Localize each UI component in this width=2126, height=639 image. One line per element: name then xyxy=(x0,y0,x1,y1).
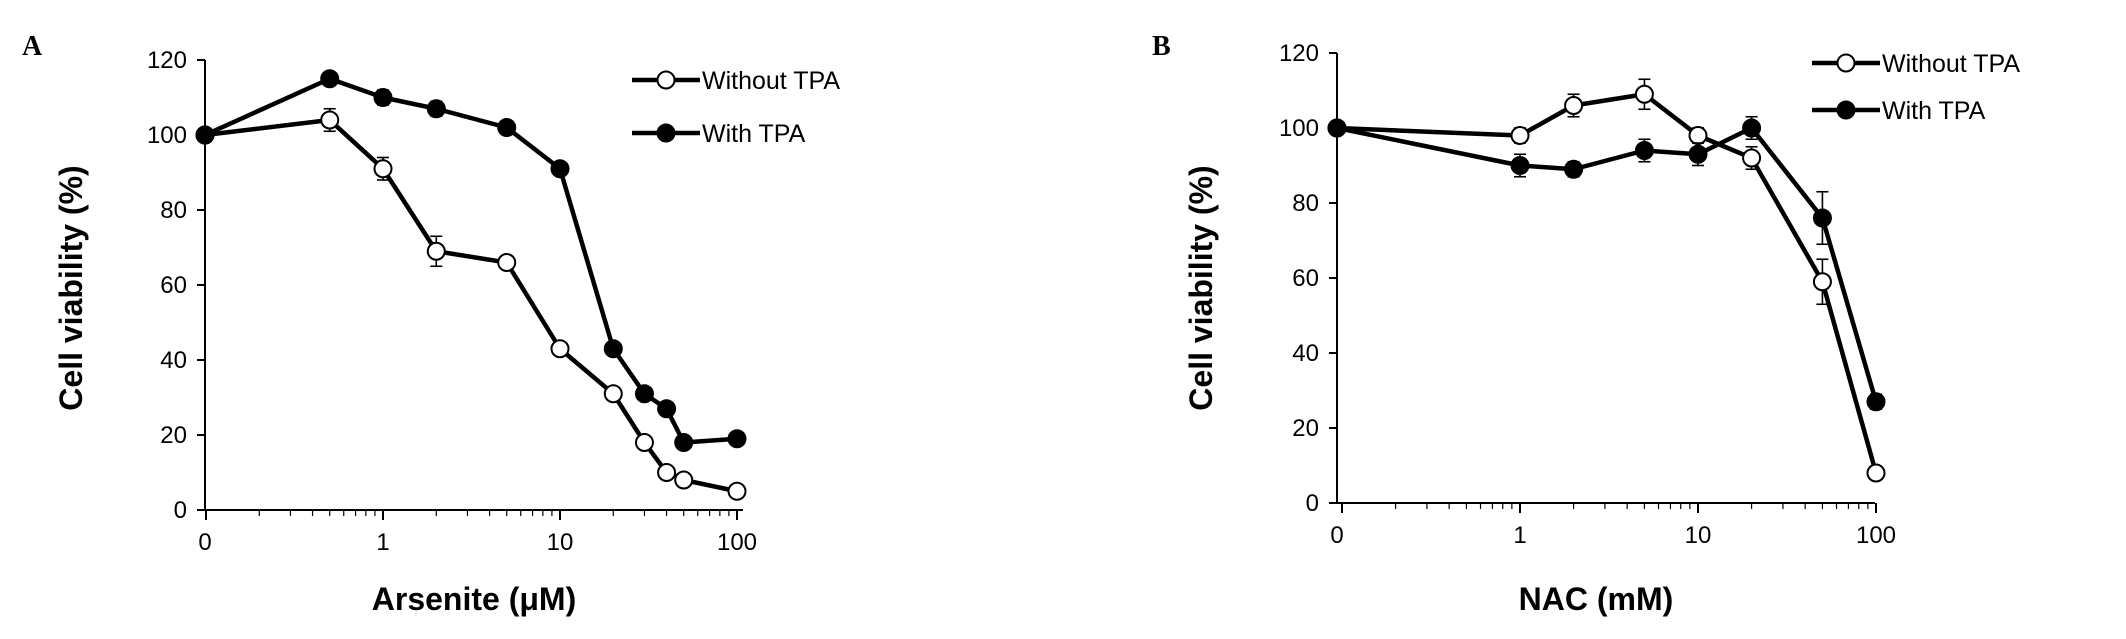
y-axis-title-a: Cell viability (%) xyxy=(53,165,89,410)
data-point-with-tpa xyxy=(1634,141,1654,160)
y-tick-label: 20 xyxy=(160,422,187,449)
y-tick-label: 40 xyxy=(1292,340,1319,367)
legend-label: Without TPA xyxy=(1882,50,2020,78)
data-point-without-tpa xyxy=(1688,126,1708,145)
data-point-with-tpa xyxy=(1564,159,1584,179)
data-point-without-tpa xyxy=(1866,463,1886,483)
legend-entry-with-tpa: With TPA xyxy=(1812,97,1986,125)
legend-label: With TPA xyxy=(1882,97,1986,125)
legend-a: Without TPA With TPA xyxy=(632,67,840,148)
data-point-with-tpa xyxy=(195,125,215,145)
y-tick-label: 100 xyxy=(1279,115,1319,142)
x-tick-label: 100 xyxy=(1856,522,1896,549)
data-point-without-tpa xyxy=(1510,126,1530,145)
data-point-with-tpa xyxy=(727,429,747,449)
series-with-tpa-a xyxy=(195,69,747,452)
data-point-with-tpa xyxy=(1742,118,1762,138)
x-axis-title-b: NAC (mM) xyxy=(1519,581,1674,617)
x-tick-label: 1 xyxy=(1513,522,1526,549)
y-axis-title-b: Cell viability (%) xyxy=(1183,165,1219,410)
y-tick-label: 100 xyxy=(147,122,187,149)
legend-entry-with-tpa: With TPA xyxy=(632,120,806,148)
legend-marker xyxy=(656,70,676,90)
y-tick-label: 0 xyxy=(174,497,187,524)
y-tick-label: 60 xyxy=(1292,265,1319,292)
data-point-with-tpa xyxy=(634,384,654,404)
marks-a xyxy=(195,69,747,501)
data-point-without-tpa xyxy=(674,470,694,490)
series-without-tpa-a xyxy=(195,107,747,501)
legend-b: Without TPA With TPA xyxy=(1812,50,2020,125)
chart-panel-b: B Cell viability (%) NAC (mM) 0 20 40 60 80 1… xyxy=(1152,31,2020,617)
data-point-without-tpa xyxy=(603,384,623,404)
axes-a: 0 20 40 60 80 100 120 0 1 10 100 xyxy=(147,47,757,556)
data-point-without-tpa xyxy=(497,253,517,272)
legend-label: Without TPA xyxy=(702,67,840,95)
series-line-without-tpa xyxy=(204,117,738,494)
data-point-with-tpa xyxy=(497,118,517,137)
legend-marker xyxy=(1836,53,1856,73)
data-point-with-tpa xyxy=(603,339,623,359)
data-point-without-tpa xyxy=(1812,272,1832,292)
legend-entry-without-tpa: Without TPA xyxy=(632,67,840,95)
series-line-with-tpa xyxy=(1336,125,1879,403)
chart-panel-a: A Cell viability (%) Arsenite (μM) 0 20 40… xyxy=(22,31,840,617)
data-point-with-tpa xyxy=(320,69,340,89)
y-tick-label: 60 xyxy=(160,272,187,299)
data-point-with-tpa xyxy=(373,88,393,107)
marks-b xyxy=(1327,78,1886,483)
axes-b: 0 20 40 60 80 100 120 0 1 10 100 xyxy=(1279,40,1896,549)
legend-marker xyxy=(656,123,676,143)
data-point-without-tpa xyxy=(657,463,677,482)
data-point-without-tpa xyxy=(320,110,340,130)
panel-label-b: B xyxy=(1152,31,1171,62)
data-point-with-tpa xyxy=(657,399,677,419)
data-point-without-tpa xyxy=(634,433,654,452)
legend-marker xyxy=(1836,100,1856,120)
x-tick-label: 100 xyxy=(717,529,757,556)
x-tick-label: 10 xyxy=(547,529,574,556)
data-point-without-tpa xyxy=(426,241,446,261)
y-tick-label: 120 xyxy=(1279,40,1319,67)
x-axis-title-a: Arsenite (μM) xyxy=(372,581,576,617)
y-tick-label: 80 xyxy=(160,197,187,224)
data-point-without-tpa xyxy=(727,481,747,501)
data-point-with-tpa xyxy=(1327,118,1347,138)
data-point-without-tpa xyxy=(550,339,570,359)
data-point-without-tpa xyxy=(1634,84,1654,104)
y-tick-label: 120 xyxy=(147,47,187,74)
data-point-without-tpa xyxy=(1742,148,1762,168)
data-point-without-tpa xyxy=(373,159,393,179)
x-tick-label: 0 xyxy=(198,529,211,556)
data-point-with-tpa xyxy=(1688,144,1708,164)
data-point-with-tpa xyxy=(1866,392,1886,412)
panel-label-a: A xyxy=(22,31,43,62)
legend-entry-without-tpa: Without TPA xyxy=(1812,50,2020,78)
x-tick-label: 1 xyxy=(376,529,389,556)
data-point-with-tpa xyxy=(674,433,694,452)
x-tick-label: 10 xyxy=(1685,522,1712,549)
y-tick-label: 20 xyxy=(1292,415,1319,442)
data-point-with-tpa xyxy=(426,99,446,119)
data-point-with-tpa xyxy=(550,159,570,179)
data-point-with-tpa xyxy=(1812,208,1832,228)
y-tick-label: 0 xyxy=(1306,490,1319,517)
series-with-tpa-b xyxy=(1327,115,1886,412)
data-point-with-tpa xyxy=(1510,156,1530,175)
series-line-without-tpa xyxy=(1336,92,1879,474)
legend-label: With TPA xyxy=(702,120,806,148)
y-tick-label: 40 xyxy=(160,347,187,374)
series-without-tpa-b xyxy=(1327,78,1886,483)
x-tick-label: 0 xyxy=(1330,522,1343,549)
data-point-without-tpa xyxy=(1564,96,1584,115)
y-tick-label: 80 xyxy=(1292,190,1319,217)
